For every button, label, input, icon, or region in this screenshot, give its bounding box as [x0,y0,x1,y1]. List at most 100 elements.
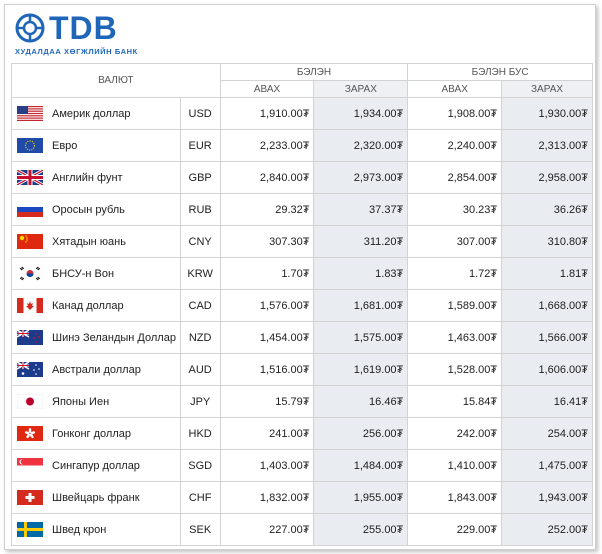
ca-flag-icon [17,298,43,313]
cash-sell-rate: 1.83₮ [313,257,409,290]
currency-name-cell: Сингапур доллар [11,449,181,482]
currency-code: HKD [179,417,221,450]
cash-sell-rate: 1,681.00₮ [313,289,409,322]
cash-sell-rate: 1,619.00₮ [313,353,409,386]
currency-code: RUB [179,193,221,226]
currency-code: EUR [179,129,221,162]
noncash-sell-rate: 1,930.00₮ [501,97,593,130]
cash-sell-rate: 16.46₮ [313,385,409,418]
currency-code: AUD [179,353,221,386]
sg-flag-icon [17,458,43,473]
rate-row-jpy: Японы Иен JPY 15.79₮ 16.46₮ 15.84₮ 16.41₮ [11,385,593,418]
currency-name-cell: Америк доллар [11,97,181,130]
noncash-buy-rate: 15.84₮ [407,385,503,418]
cash-sell-rate: 1,484.00₮ [313,449,409,482]
cash-buy-rate: 1.70₮ [219,257,315,290]
rate-row-cny: Хятадын юань CNY 307.30₮ 311.20₮ 307.00₮ 310.… [11,225,593,258]
rate-row-eur: Евро EUR 2,233.00₮ 2,320.00₮ 2,240.00₮ 2,313.… [11,129,593,162]
cash-buy-rate: 2,233.00₮ [219,129,315,162]
currency-name-cell: Оросын рубль [11,193,181,226]
noncash-sell-rate: 1,606.00₮ [501,353,593,386]
gb-flag-icon [17,170,43,185]
rate-row-aud: Австрали доллар AUD 1,516.00₮ 1,619.00₮ 1,52… [11,353,593,386]
currency-name-cell: Швед крон [11,513,181,546]
currency-name: Америк доллар [52,107,131,120]
jp-flag-icon [17,394,43,409]
currency-name-cell: Японы Иен [11,385,181,418]
rate-row-krw: БНСУ-н Вон KRW 1.70₮ 1.83₮ 1.72₮ 1.81₮ [11,257,593,290]
currency-code: CNY [179,225,221,258]
cn-flag-icon [17,234,43,249]
cash-buy-rate: 1,403.00₮ [219,449,315,482]
header-noncash-buy: АВАХ [407,80,503,98]
currency-name-cell: Швейцарь франк [11,481,181,514]
cash-buy-rate: 241.00₮ [219,417,315,450]
rate-row-hkd: Гонконг доллар HKD 241.00₮ 256.00₮ 242.00₮ 25… [11,417,593,450]
rate-row-usd: Америк доллар USD 1,910.00₮ 1,934.00₮ 1,908.… [11,97,593,130]
noncash-buy-rate: 229.00₮ [407,513,503,546]
us-flag-icon [17,106,43,121]
currency-name: Хятадын юань [52,235,126,248]
cash-buy-rate: 2,840.00₮ [219,161,315,194]
rate-row-cad: Канад доллар CAD 1,576.00₮ 1,681.00₮ 1,589.0… [11,289,593,322]
cash-sell-rate: 1,575.00₮ [313,321,409,354]
logo-brand: TDB [49,10,118,46]
currency-code: USD [179,97,221,130]
noncash-buy-rate: 1,589.00₮ [407,289,503,322]
currency-name: Гонконг доллар [52,427,131,440]
noncash-sell-rate: 1.81₮ [501,257,593,290]
noncash-buy-rate: 242.00₮ [407,417,503,450]
noncash-buy-rate: 1,463.00₮ [407,321,503,354]
header-noncash-sell: ЗАРАХ [501,80,593,98]
noncash-sell-rate: 1,668.00₮ [501,289,593,322]
rate-row-gbp: Английн фунт GBP 2,840.00₮ 2,973.00₮ 2,854.0… [11,161,593,194]
currency-name-cell: Английн фунт [11,161,181,194]
currency-name-cell: Шинэ Зеландын Доллар [11,321,181,354]
currency-name: Швейцарь франк [52,491,140,504]
currency-name-cell: Австрали доллар [11,353,181,386]
noncash-sell-rate: 16.41₮ [501,385,593,418]
currency-code: NZD [179,321,221,354]
noncash-buy-rate: 1,528.00₮ [407,353,503,386]
noncash-buy-rate: 2,854.00₮ [407,161,503,194]
tdb-logo-icon [15,13,45,43]
currency-name-cell: Хятадын юань [11,225,181,258]
cash-buy-rate: 307.30₮ [219,225,315,258]
noncash-buy-rate: 30.23₮ [407,193,503,226]
currency-code: SEK [179,513,221,546]
rate-row-nzd: Шинэ Зеландын Доллар NZD 1,454.00₮ 1,575.00… [11,321,593,354]
rate-row-rub: Оросын рубль RUB 29.32₮ 37.37₮ 30.23₮ 36.26₮ [11,193,593,226]
currency-name: Оросын рубль [52,203,125,216]
cash-sell-rate: 311.20₮ [313,225,409,258]
rate-row-sgd: Сингапур доллар SGD 1,403.00₮ 1,484.00₮ 1,41… [11,449,593,482]
currency-code: GBP [179,161,221,194]
ch-flag-icon [17,490,43,505]
currency-code: SGD [179,449,221,482]
cash-sell-rate: 1,955.00₮ [313,481,409,514]
exchange-rates-table: ВАЛЮТ БЭЛЭН БЭЛЭН БУС АВАХ ЗАРАХ АВАХ ЗА… [11,63,593,546]
header-noncash: БЭЛЭН БУС [407,63,593,81]
cash-buy-rate: 29.32₮ [219,193,315,226]
noncash-sell-rate: 252.00₮ [501,513,593,546]
currency-name-cell: Гонконг доллар [11,417,181,450]
hk-flag-icon [17,426,43,441]
noncash-sell-rate: 1,943.00₮ [501,481,593,514]
cash-buy-rate: 1,516.00₮ [219,353,315,386]
currency-name-cell: Евро [11,129,181,162]
logo-tagline: ХУДАЛДАА ХӨГЖЛИЙН БАНК [15,47,138,56]
cash-buy-rate: 1,454.00₮ [219,321,315,354]
currency-name: Швед крон [52,523,107,536]
au-flag-icon [17,362,43,377]
cash-sell-rate: 1,934.00₮ [313,97,409,130]
currency-code: CHF [179,481,221,514]
noncash-buy-rate: 307.00₮ [407,225,503,258]
kr-flag-icon [17,266,43,281]
noncash-sell-rate: 2,958.00₮ [501,161,593,194]
eu-flag-icon [17,138,43,153]
cash-sell-rate: 2,973.00₮ [313,161,409,194]
nz-flag-icon [17,330,43,345]
header-currency: ВАЛЮТ [11,63,221,98]
noncash-buy-rate: 1,410.00₮ [407,449,503,482]
currency-name: Австрали доллар [52,363,141,376]
cash-buy-rate: 15.79₮ [219,385,315,418]
